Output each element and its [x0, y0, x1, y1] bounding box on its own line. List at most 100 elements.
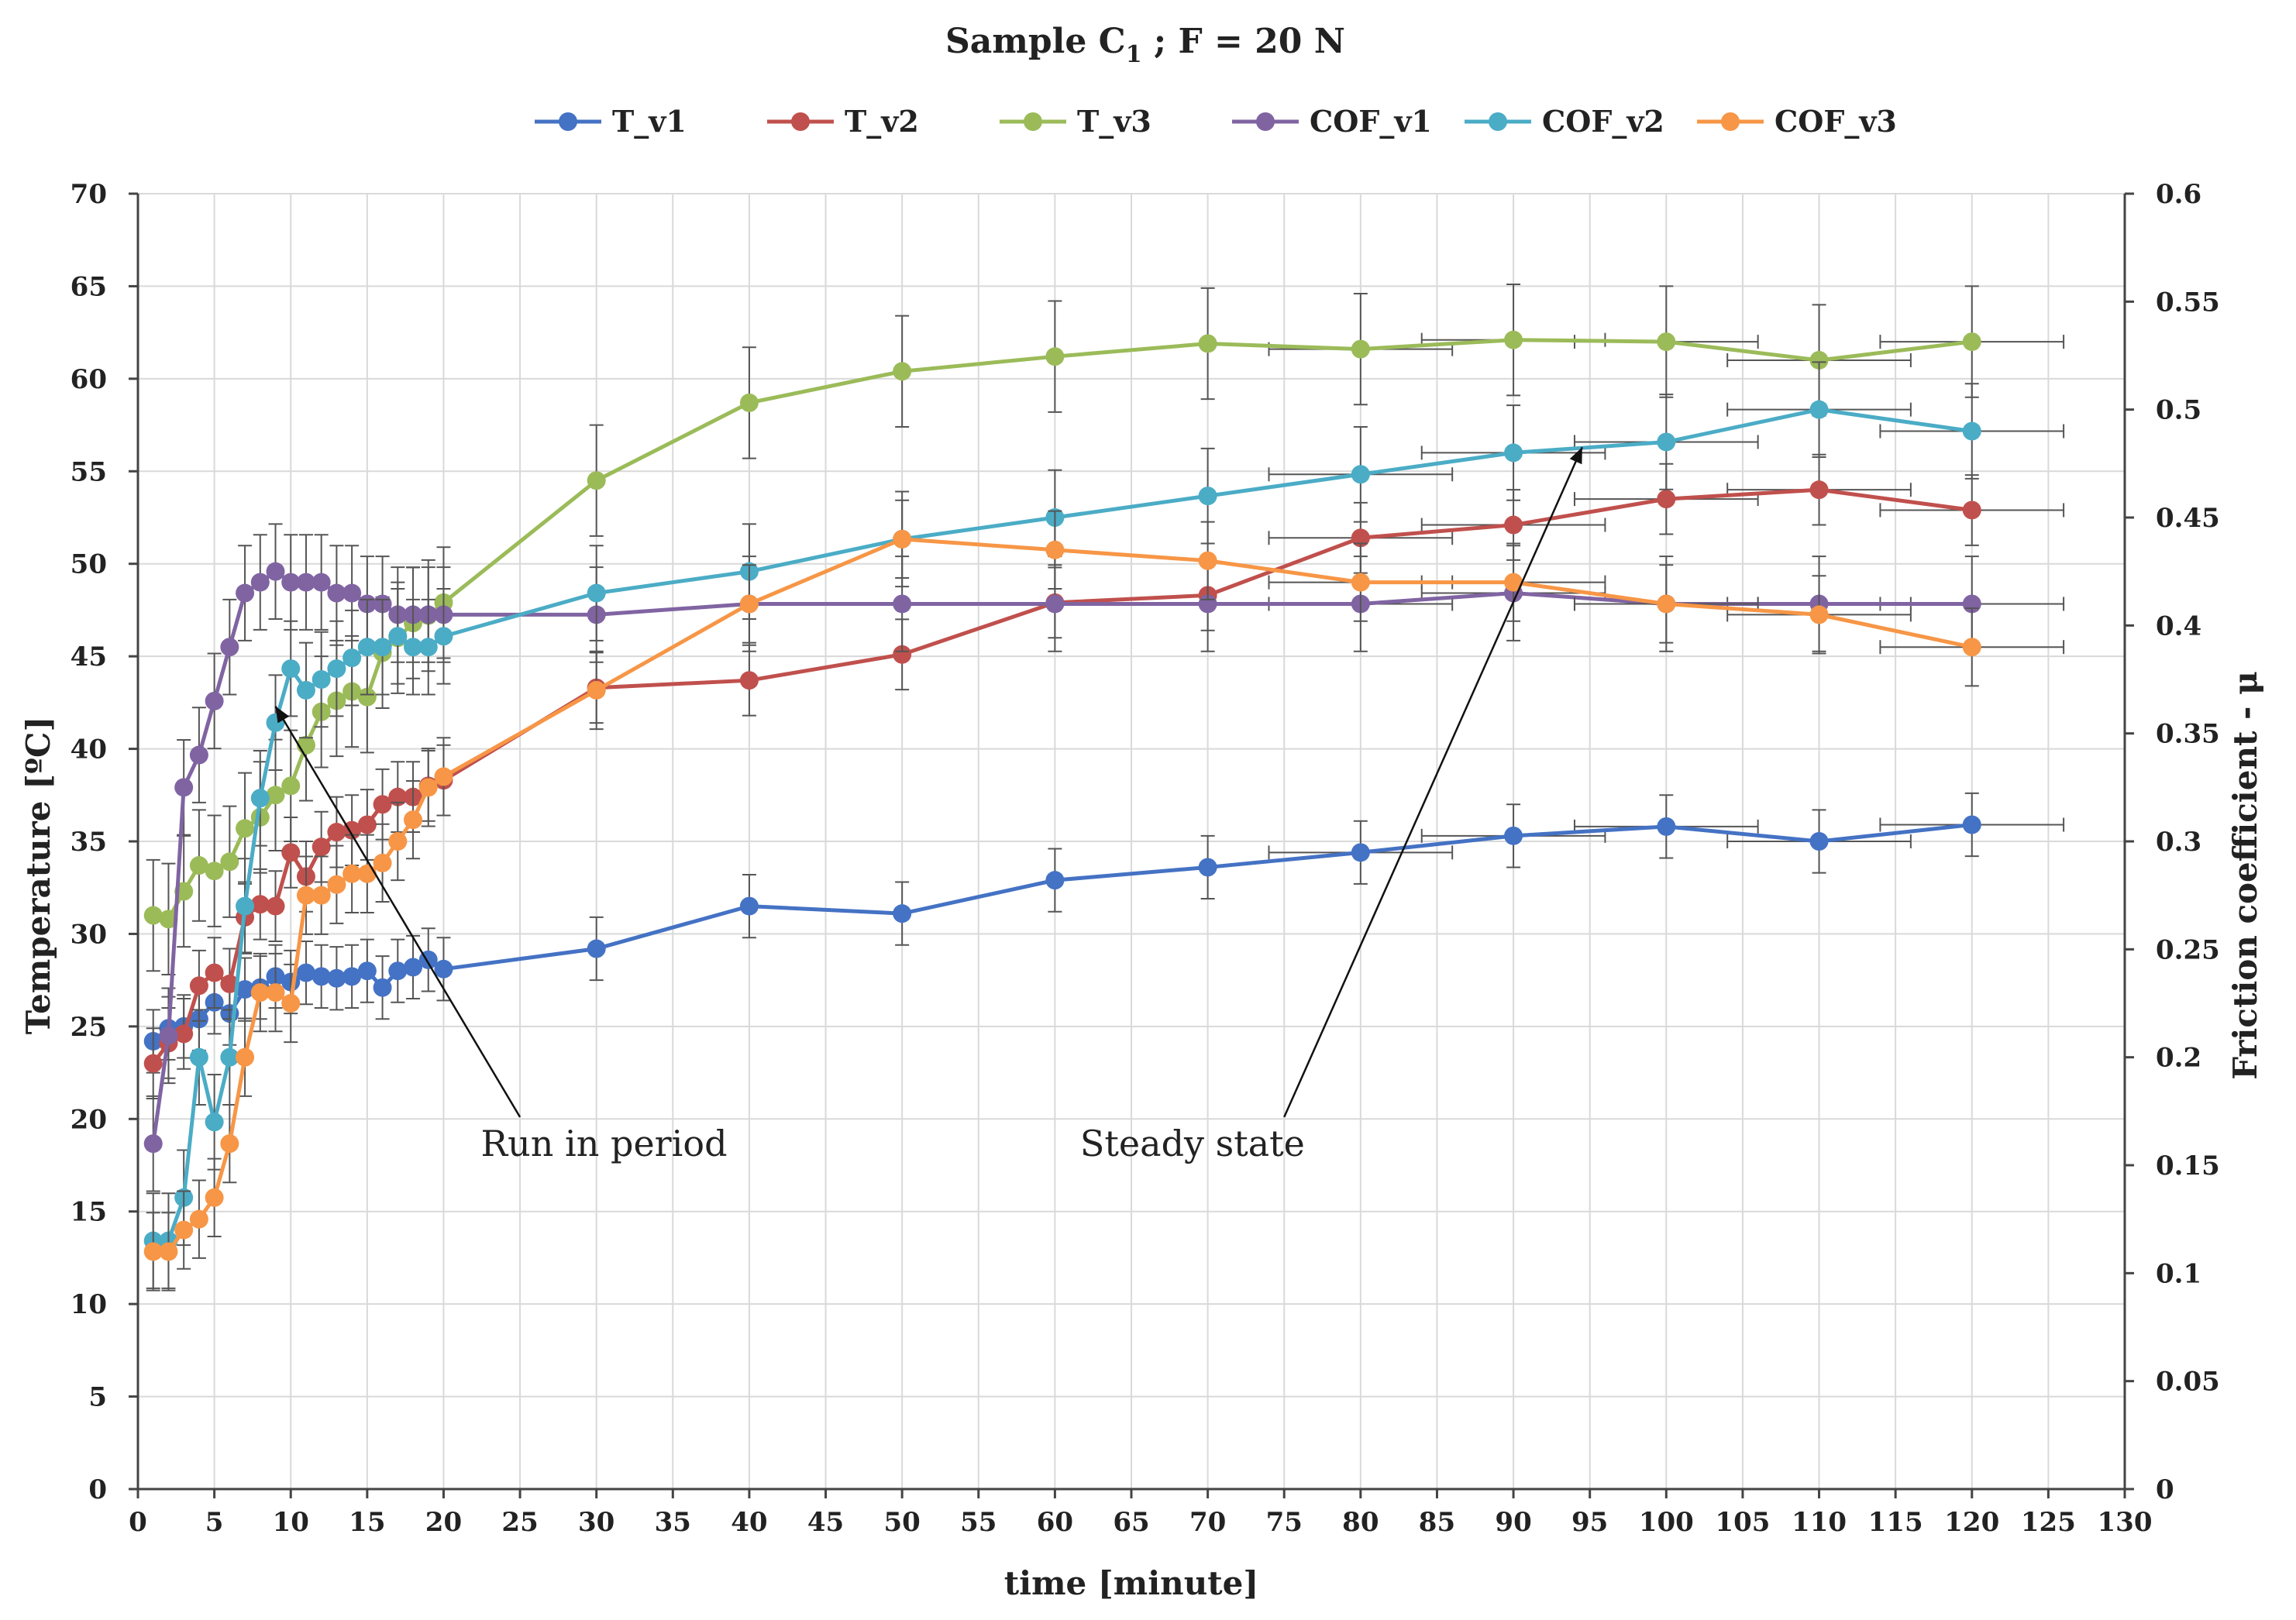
y-tick-label: 60 — [71, 364, 107, 395]
x-tick-label: 40 — [731, 1507, 767, 1538]
data-point — [159, 1026, 178, 1045]
data-point — [250, 895, 270, 914]
legend-marker — [1256, 112, 1275, 131]
y-tick-label: 25 — [71, 1012, 107, 1043]
x-axis-title: time [minute] — [1004, 1564, 1258, 1602]
annotation-arrow — [1283, 446, 1583, 1118]
data-point — [1657, 432, 1676, 452]
x-tick-label: 50 — [883, 1507, 920, 1538]
x-tick-label: 75 — [1266, 1507, 1303, 1538]
data-point — [357, 864, 377, 883]
data-point — [281, 659, 301, 679]
y-tick-label: 50 — [71, 549, 107, 580]
x-tick-label: 130 — [2098, 1507, 2153, 1538]
data-point — [250, 983, 270, 1003]
legend-item-T_v3: T_v3 — [1000, 104, 1151, 139]
chart-title: Sample C1 ; F = 20 N — [945, 22, 1345, 68]
data-point — [281, 994, 301, 1013]
data-point — [343, 864, 362, 883]
data-point — [312, 838, 331, 857]
x-tick-label: 70 — [1189, 1507, 1226, 1538]
x-tick-label: 110 — [1792, 1507, 1847, 1538]
data-point — [587, 680, 606, 700]
data-point — [236, 980, 255, 999]
y2-tick-label: 0.55 — [2156, 287, 2220, 318]
legend-marker — [1024, 112, 1042, 131]
legend-marker — [1489, 112, 1507, 131]
data-point — [739, 393, 759, 412]
y2-tick-label: 0.4 — [2156, 611, 2201, 641]
y2-tick-label: 0.15 — [2156, 1151, 2220, 1181]
data-point — [739, 896, 759, 916]
data-point — [327, 659, 346, 679]
y-tick-label: 10 — [71, 1289, 107, 1320]
x-tick-label: 10 — [273, 1507, 309, 1538]
data-point — [312, 670, 331, 689]
x-tick-label: 15 — [349, 1507, 385, 1538]
data-point — [418, 778, 438, 797]
data-point — [189, 745, 208, 765]
data-point — [893, 904, 912, 924]
data-point — [296, 886, 315, 905]
data-point — [220, 638, 239, 657]
legend-item-T_v2: T_v2 — [767, 104, 919, 139]
data-point — [189, 976, 208, 996]
data-point — [893, 594, 912, 614]
data-point — [327, 968, 346, 988]
x-tick-label: 115 — [1868, 1507, 1923, 1538]
legend-label: COF_v2 — [1542, 104, 1664, 139]
x-tick-label: 55 — [960, 1507, 997, 1538]
x-tick-label: 5 — [205, 1507, 224, 1538]
x-tick-label: 60 — [1037, 1507, 1073, 1538]
data-point — [1198, 334, 1217, 353]
data-point — [373, 638, 392, 657]
data-point — [312, 967, 331, 986]
annotation-arrowhead — [275, 706, 290, 724]
series-T_v2 — [143, 453, 2065, 1100]
data-point — [1962, 332, 1981, 352]
data-point — [1962, 638, 1981, 657]
series-line — [152, 823, 1973, 1043]
y-tick-label: 5 — [88, 1382, 107, 1413]
data-point — [1809, 832, 1829, 851]
data-point — [205, 1188, 224, 1207]
data-point — [296, 680, 315, 700]
legend-item-COF_v3: COF_v3 — [1697, 104, 1897, 139]
data-point — [1657, 594, 1676, 614]
legend-item-COF_v2: COF_v2 — [1465, 104, 1664, 139]
y-axis-title: Temperature [ºC] — [19, 717, 57, 1035]
data-point — [434, 627, 453, 646]
data-point — [1045, 347, 1065, 366]
y-tick-label: 45 — [71, 641, 107, 672]
data-point — [266, 562, 285, 581]
x-tick-label: 125 — [2021, 1507, 2076, 1538]
data-point — [343, 583, 362, 603]
data-point — [1351, 528, 1370, 548]
data-point — [143, 1054, 163, 1073]
data-point — [357, 815, 377, 834]
data-point — [312, 886, 331, 905]
data-point — [1504, 515, 1523, 535]
legend-label: COF_v1 — [1310, 104, 1432, 139]
y2-tick-label: 0.3 — [2156, 827, 2201, 858]
data-point — [1809, 605, 1829, 624]
data-point — [1045, 871, 1065, 890]
y-tick-label: 15 — [71, 1197, 107, 1228]
y2-tick-label: 0.1 — [2156, 1258, 2201, 1289]
data-point — [893, 645, 912, 664]
data-point — [220, 852, 239, 872]
data-point — [1351, 465, 1370, 484]
y2-tick-label: 0.6 — [2156, 179, 2201, 210]
legend-item-COF_v1: COF_v1 — [1232, 104, 1432, 139]
y2-tick-label: 0.45 — [2156, 503, 2220, 534]
data-point — [1962, 421, 1981, 441]
legend-label: T_v2 — [845, 104, 919, 139]
data-point — [236, 1047, 255, 1067]
y-tick-label: 35 — [71, 827, 107, 858]
y2-tick-label: 0.35 — [2156, 719, 2220, 750]
axes: 0 5 10 15 20 25 30 35 40 45 50 55 60 65 70 75 80 85 90 95 10… — [71, 179, 2220, 1538]
x-tick-label: 35 — [655, 1507, 691, 1538]
data-point — [587, 583, 606, 603]
data-point — [739, 594, 759, 614]
